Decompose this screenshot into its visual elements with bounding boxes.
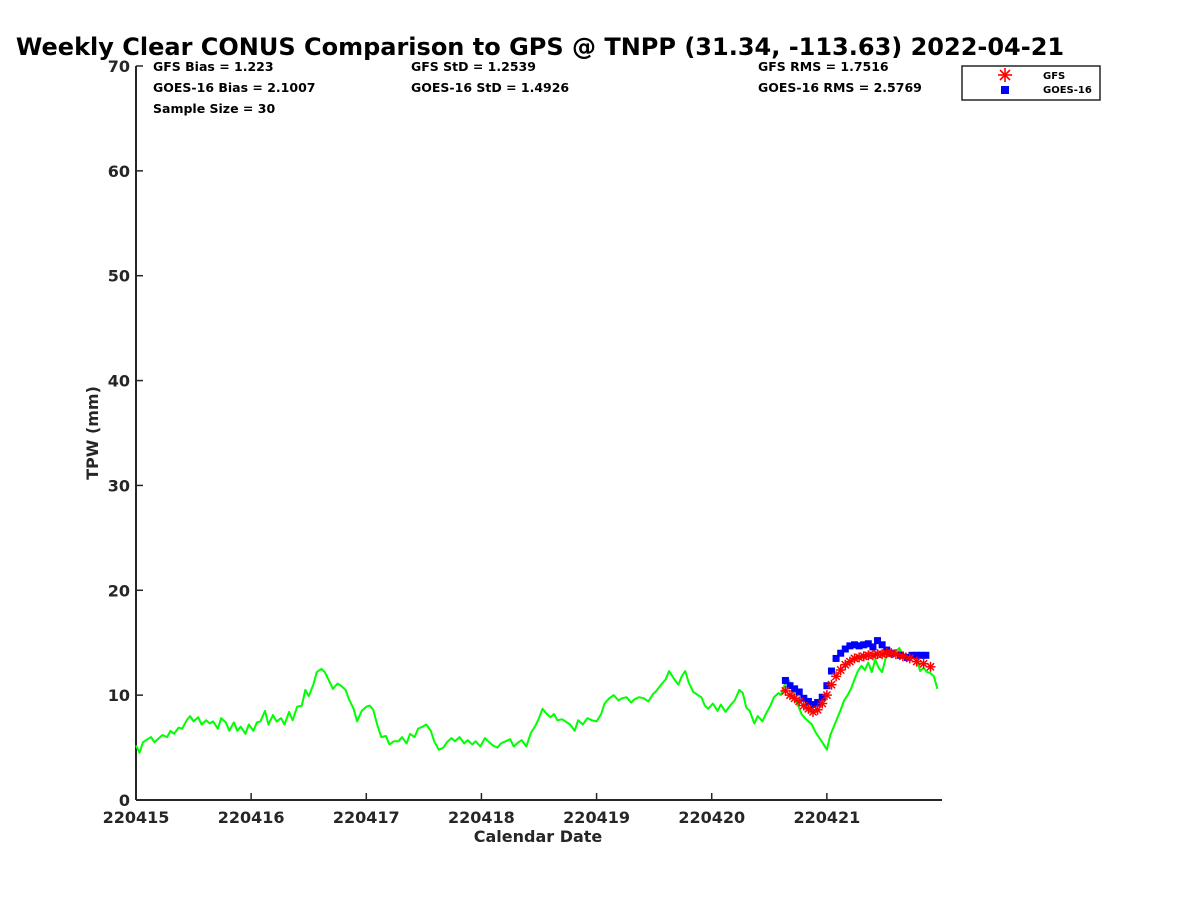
gfs-std-stat: GFS StD = 1.2539 [411,59,536,74]
goes-rms-stat: GOES-16 RMS = 2.5769 [758,80,922,95]
chart-title: Weekly Clear CONUS Comparison to GPS @ T… [16,33,1064,61]
y-tick-label: 20 [108,581,130,600]
goes-16-point [781,676,789,684]
legend-goes-label: GOES-16 [1043,85,1092,96]
stats-block: GFS Bias = 1.223 GOES-16 Bias = 2.1007 S… [153,59,922,116]
plot-area: 0 10 20 30 40 50 60 70 220415 220416 220417 220418 2… [103,57,942,827]
goes-16-point [837,649,845,657]
y-tick-label: 10 [108,686,130,705]
x-tick-label: 220421 [793,808,860,827]
x-tick-label: 220416 [218,808,285,827]
goes-16-point [818,693,826,701]
gfs-point [826,679,837,690]
legend: GFS GOES-16 [961,65,1101,101]
x-axis-label: Calendar Date [474,827,603,846]
goes-16-point [878,641,886,649]
gfs-point [817,698,828,709]
gfs-point [780,685,791,696]
y-tick-label: 30 [108,476,130,495]
goes-16-point [804,697,812,705]
goes-16-point [874,637,882,645]
gfs-point [831,671,842,682]
gfs-point [925,661,936,672]
y-tick-label: 60 [108,162,130,181]
goes-16-point [841,645,849,653]
legend-gfs-label: GFS [1043,71,1065,82]
y-axis-label: TPW (mm) [83,386,102,480]
x-tick-label: 220418 [448,808,515,827]
gfs-point [911,656,922,667]
sample-size-stat: Sample Size = 30 [153,101,275,116]
goes-16-point [791,685,799,693]
goes-16-point [869,643,877,651]
goes-16-point [860,641,868,649]
x-tick-label: 220417 [333,808,400,827]
gfs-point [890,649,901,660]
gfs-point [849,653,860,664]
legend-gfs-marker [998,68,1012,82]
goes-16-point [913,651,921,659]
goes-16-point [850,641,858,649]
goes-16-point [832,654,840,662]
x-tick-label: 220420 [678,808,745,827]
x-tick-label: 220415 [103,808,170,827]
goes-16-point [922,651,930,659]
gfs-rms-stat: GFS RMS = 1.7516 [758,59,889,74]
goes-bias-stat: GOES-16 Bias = 2.1007 [153,80,315,95]
series-gps-line [135,647,939,754]
legend-goes-marker [1001,86,1009,94]
gfs-point [785,690,795,701]
goes-16-point [827,667,835,675]
goes-16-point [786,682,794,690]
goes-16-point [903,653,911,661]
goes-16-point [795,688,803,696]
goes-16-point [809,701,817,709]
gfs-bias-stat: GFS Bias = 1.223 [153,59,274,74]
goes-16-point [864,640,872,648]
gfs-point [821,690,832,701]
x-tick-label: 220419 [563,808,630,827]
goes-16-point [917,651,925,659]
y-tick-label: 40 [108,372,130,391]
goes-16-point [800,694,808,702]
goes-16-point [846,642,854,650]
goes-std-stat: GOES-16 StD = 1.4926 [411,80,569,95]
y-tick-label: 70 [108,57,130,76]
legend-box [961,65,1101,101]
y-tick-label: 0 [119,791,130,810]
goes-16-point [814,698,822,706]
goes-16-point [823,682,831,690]
gfs-point [897,651,908,662]
y-tick-label: 50 [108,267,130,286]
gfs-point [812,704,823,715]
goes-16-point [855,642,863,650]
goes-16-point [897,651,905,659]
